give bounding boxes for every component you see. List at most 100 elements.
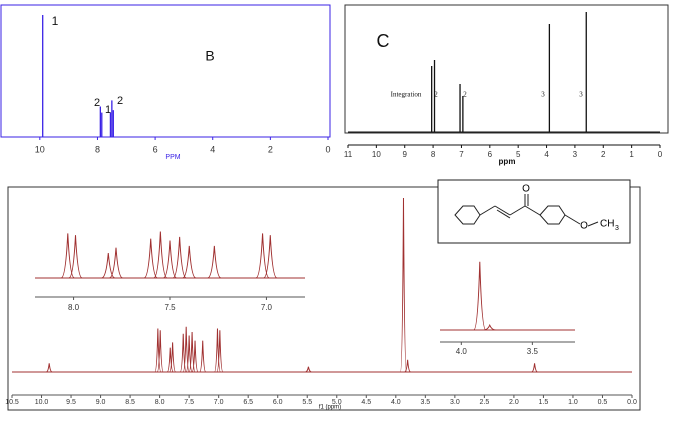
bond (494, 205, 511, 216)
peak (182, 326, 190, 373)
x-tick-label: 2 (268, 144, 273, 154)
x-axis-label: ppm (499, 157, 516, 166)
x-tick-label: 6.0 (273, 399, 283, 406)
x-tick-label: 6 (488, 150, 493, 159)
peak (101, 252, 116, 279)
peak (143, 238, 158, 279)
bond (479, 205, 496, 216)
annotation: 2 (94, 97, 100, 109)
peak (305, 366, 312, 373)
x-tick-label: 4 (544, 150, 549, 159)
peak (156, 330, 164, 373)
peak (182, 245, 197, 279)
peak (216, 330, 224, 373)
peak (153, 231, 168, 279)
x-tick-label: 0.0 (627, 399, 637, 406)
x-tick-label: 1 (629, 150, 634, 159)
x-tick-label: 0 (658, 150, 663, 159)
x-tick-label: 8 (95, 144, 100, 154)
atom-label: O (580, 221, 588, 232)
atom-label: CH (600, 219, 614, 230)
x-tick-label: 3.5 (420, 399, 430, 406)
annotation: 1 (52, 14, 59, 28)
peak (213, 328, 221, 373)
peak (531, 363, 538, 373)
bond (587, 221, 599, 227)
x-tick-label: 7.5 (164, 303, 176, 312)
panel-b-frame (0, 4, 331, 138)
x-tick-label: 1.5 (539, 399, 549, 406)
x-tick-label: 2.0 (509, 399, 519, 406)
peak (404, 359, 411, 373)
peak (207, 245, 222, 279)
x-tick-label: 4.5 (361, 399, 371, 406)
peak (60, 233, 75, 279)
peak (166, 347, 174, 373)
x-tick-label: 5.5 (302, 399, 312, 406)
x-tick-label: 10.5 (5, 399, 19, 406)
bond (524, 205, 541, 216)
bond (496, 209, 511, 219)
annotation: 2 (117, 95, 123, 107)
peak (473, 261, 487, 331)
panel-title: B (205, 48, 214, 64)
x-tick-label: 0.5 (598, 399, 608, 406)
annotation: 3 (579, 91, 583, 99)
x-tick-label: 10.0 (35, 399, 49, 406)
panel-main-frame (7, 186, 641, 411)
atom-label: 3 (615, 225, 619, 232)
x-tick-label: 9 (403, 150, 408, 159)
x-tick-label: 11 (344, 150, 353, 159)
x-tick-label: 6 (153, 144, 158, 154)
x-tick-label: 3.0 (450, 399, 460, 406)
peak (263, 235, 278, 279)
x-tick-label: 4.0 (456, 347, 468, 356)
annotation: Integration (391, 91, 422, 99)
panel-c-frame (344, 4, 669, 134)
x-tick-label: 9.0 (96, 399, 106, 406)
peak (255, 233, 270, 279)
peak (179, 333, 187, 373)
x-tick-label: 7.5 (184, 399, 194, 406)
x-tick-label: 0 (325, 144, 330, 154)
atom-label: O (522, 184, 530, 195)
x-tick-label: 5 (516, 150, 521, 159)
peak (191, 340, 199, 373)
peak (154, 328, 162, 373)
annotation: 1 (105, 104, 111, 116)
peak (185, 335, 193, 373)
annotation: 3 (541, 91, 545, 99)
x-tick-label: 4 (210, 144, 215, 154)
x-axis-label: f1 (ppm) (319, 405, 341, 411)
x-tick-label: 7.0 (261, 303, 273, 312)
peak (163, 240, 177, 279)
x-tick-label: 7 (459, 150, 464, 159)
x-tick-label: 6.5 (243, 399, 253, 406)
x-tick-label: 1.0 (568, 399, 578, 406)
peak (46, 363, 53, 373)
x-tick-label: 10 (35, 144, 45, 154)
annotation: 2 (434, 91, 438, 99)
peak (483, 323, 496, 331)
peak (399, 197, 407, 373)
x-tick-label: 5.0 (332, 399, 342, 406)
structure-frame (437, 179, 631, 244)
x-tick-label: 10 (372, 150, 381, 159)
x-tick-label: 3 (573, 150, 578, 159)
x-tick-label: 8.5 (125, 399, 135, 406)
bond (509, 205, 526, 216)
x-tick-label: 3.5 (527, 347, 539, 356)
x-tick-label: 9.5 (66, 399, 76, 406)
bond (564, 214, 581, 225)
peak (68, 235, 83, 279)
x-tick-label: 7.0 (214, 399, 224, 406)
structure (437, 179, 631, 244)
peak (199, 340, 207, 373)
peak (109, 247, 123, 279)
peak (169, 342, 177, 373)
x-tick-label: 2.5 (480, 399, 490, 406)
x-tick-label: 8.0 (68, 303, 80, 312)
annotation: 2 (463, 91, 467, 99)
